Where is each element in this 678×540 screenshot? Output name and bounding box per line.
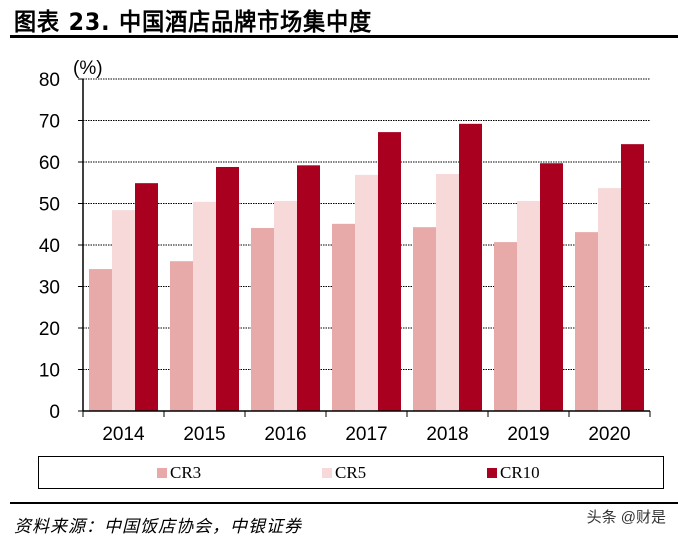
bar-group-2016 bbox=[251, 165, 320, 411]
bar-cr3 bbox=[332, 223, 355, 411]
chart-legend: CR3 CR5 CR10 bbox=[38, 456, 664, 489]
bar-cr5 bbox=[112, 210, 135, 411]
legend-label: CR5 bbox=[335, 463, 367, 482]
bar-cr5 bbox=[598, 188, 621, 411]
legend-swatch-cr5 bbox=[322, 468, 332, 478]
bar-cr10 bbox=[621, 144, 644, 411]
y-tick-label: 20 bbox=[39, 319, 60, 340]
y-axis-unit: (%) bbox=[73, 58, 103, 79]
bar-cr10 bbox=[459, 123, 482, 411]
legend-item-cr10: CR10 bbox=[487, 463, 540, 483]
x-tick-label: 2017 bbox=[345, 424, 387, 445]
y-tick-label: 40 bbox=[39, 236, 60, 257]
x-tick-label: 2016 bbox=[264, 424, 306, 445]
bar-group-2017 bbox=[332, 132, 401, 411]
y-tick-label: 30 bbox=[39, 278, 60, 299]
bar-cr10 bbox=[135, 183, 158, 411]
bar-cr5 bbox=[274, 201, 297, 411]
bar-cr10 bbox=[216, 166, 239, 411]
watermark: 头条 @财是 bbox=[586, 509, 666, 526]
figure-title: 图表 23. 中国酒店品牌市场集中度 bbox=[14, 8, 373, 36]
legend-swatch-cr3 bbox=[157, 468, 167, 478]
x-tick-label: 2018 bbox=[426, 424, 468, 445]
y-tick-label: 10 bbox=[39, 361, 60, 382]
bar-cr3 bbox=[89, 269, 112, 411]
legend-label: CR3 bbox=[170, 463, 202, 482]
bar-group-2019 bbox=[494, 163, 563, 411]
bar-cr10 bbox=[297, 165, 320, 411]
x-tick-label: 2015 bbox=[183, 424, 225, 445]
legend-item-cr5: CR5 bbox=[322, 463, 366, 483]
x-tick-label: 2014 bbox=[102, 424, 145, 445]
bar-cr5 bbox=[436, 174, 459, 411]
y-tick-label: 0 bbox=[49, 402, 60, 423]
legend-label: CR10 bbox=[500, 463, 540, 482]
bar-cr3 bbox=[413, 227, 436, 411]
bar-cr3 bbox=[251, 227, 274, 411]
bar-group-2014 bbox=[89, 183, 158, 411]
bar-cr3 bbox=[170, 261, 193, 411]
bar-cr3 bbox=[575, 232, 598, 411]
bar-group-2020 bbox=[575, 144, 644, 411]
bar-cr5 bbox=[193, 201, 216, 411]
bar-cr10 bbox=[540, 163, 563, 411]
y-tick-label: 60 bbox=[39, 153, 60, 174]
footer-divider bbox=[10, 502, 678, 504]
legend-swatch-cr10 bbox=[487, 468, 497, 478]
x-tick-label: 2019 bbox=[507, 424, 549, 445]
legend-item-cr3: CR3 bbox=[157, 463, 201, 483]
title-divider bbox=[10, 35, 678, 38]
bar-group-2018 bbox=[413, 123, 482, 411]
bar-cr5 bbox=[355, 174, 378, 411]
bar-chart: 0 10 20 30 40 50 60 70 80 (%) 2014 2015 2016 2017 2018… bbox=[39, 58, 651, 445]
bar-group-2015 bbox=[170, 166, 239, 411]
y-tick-label: 80 bbox=[39, 70, 60, 91]
source-note: 资料来源：中国饭店协会，中银证券 bbox=[14, 517, 302, 537]
y-tick-label: 70 bbox=[39, 112, 60, 133]
y-tick-label: 50 bbox=[39, 195, 60, 216]
bar-cr5 bbox=[517, 201, 540, 411]
bar-cr3 bbox=[494, 242, 517, 411]
x-tick-label: 2020 bbox=[588, 424, 630, 445]
bar-cr10 bbox=[378, 132, 401, 411]
